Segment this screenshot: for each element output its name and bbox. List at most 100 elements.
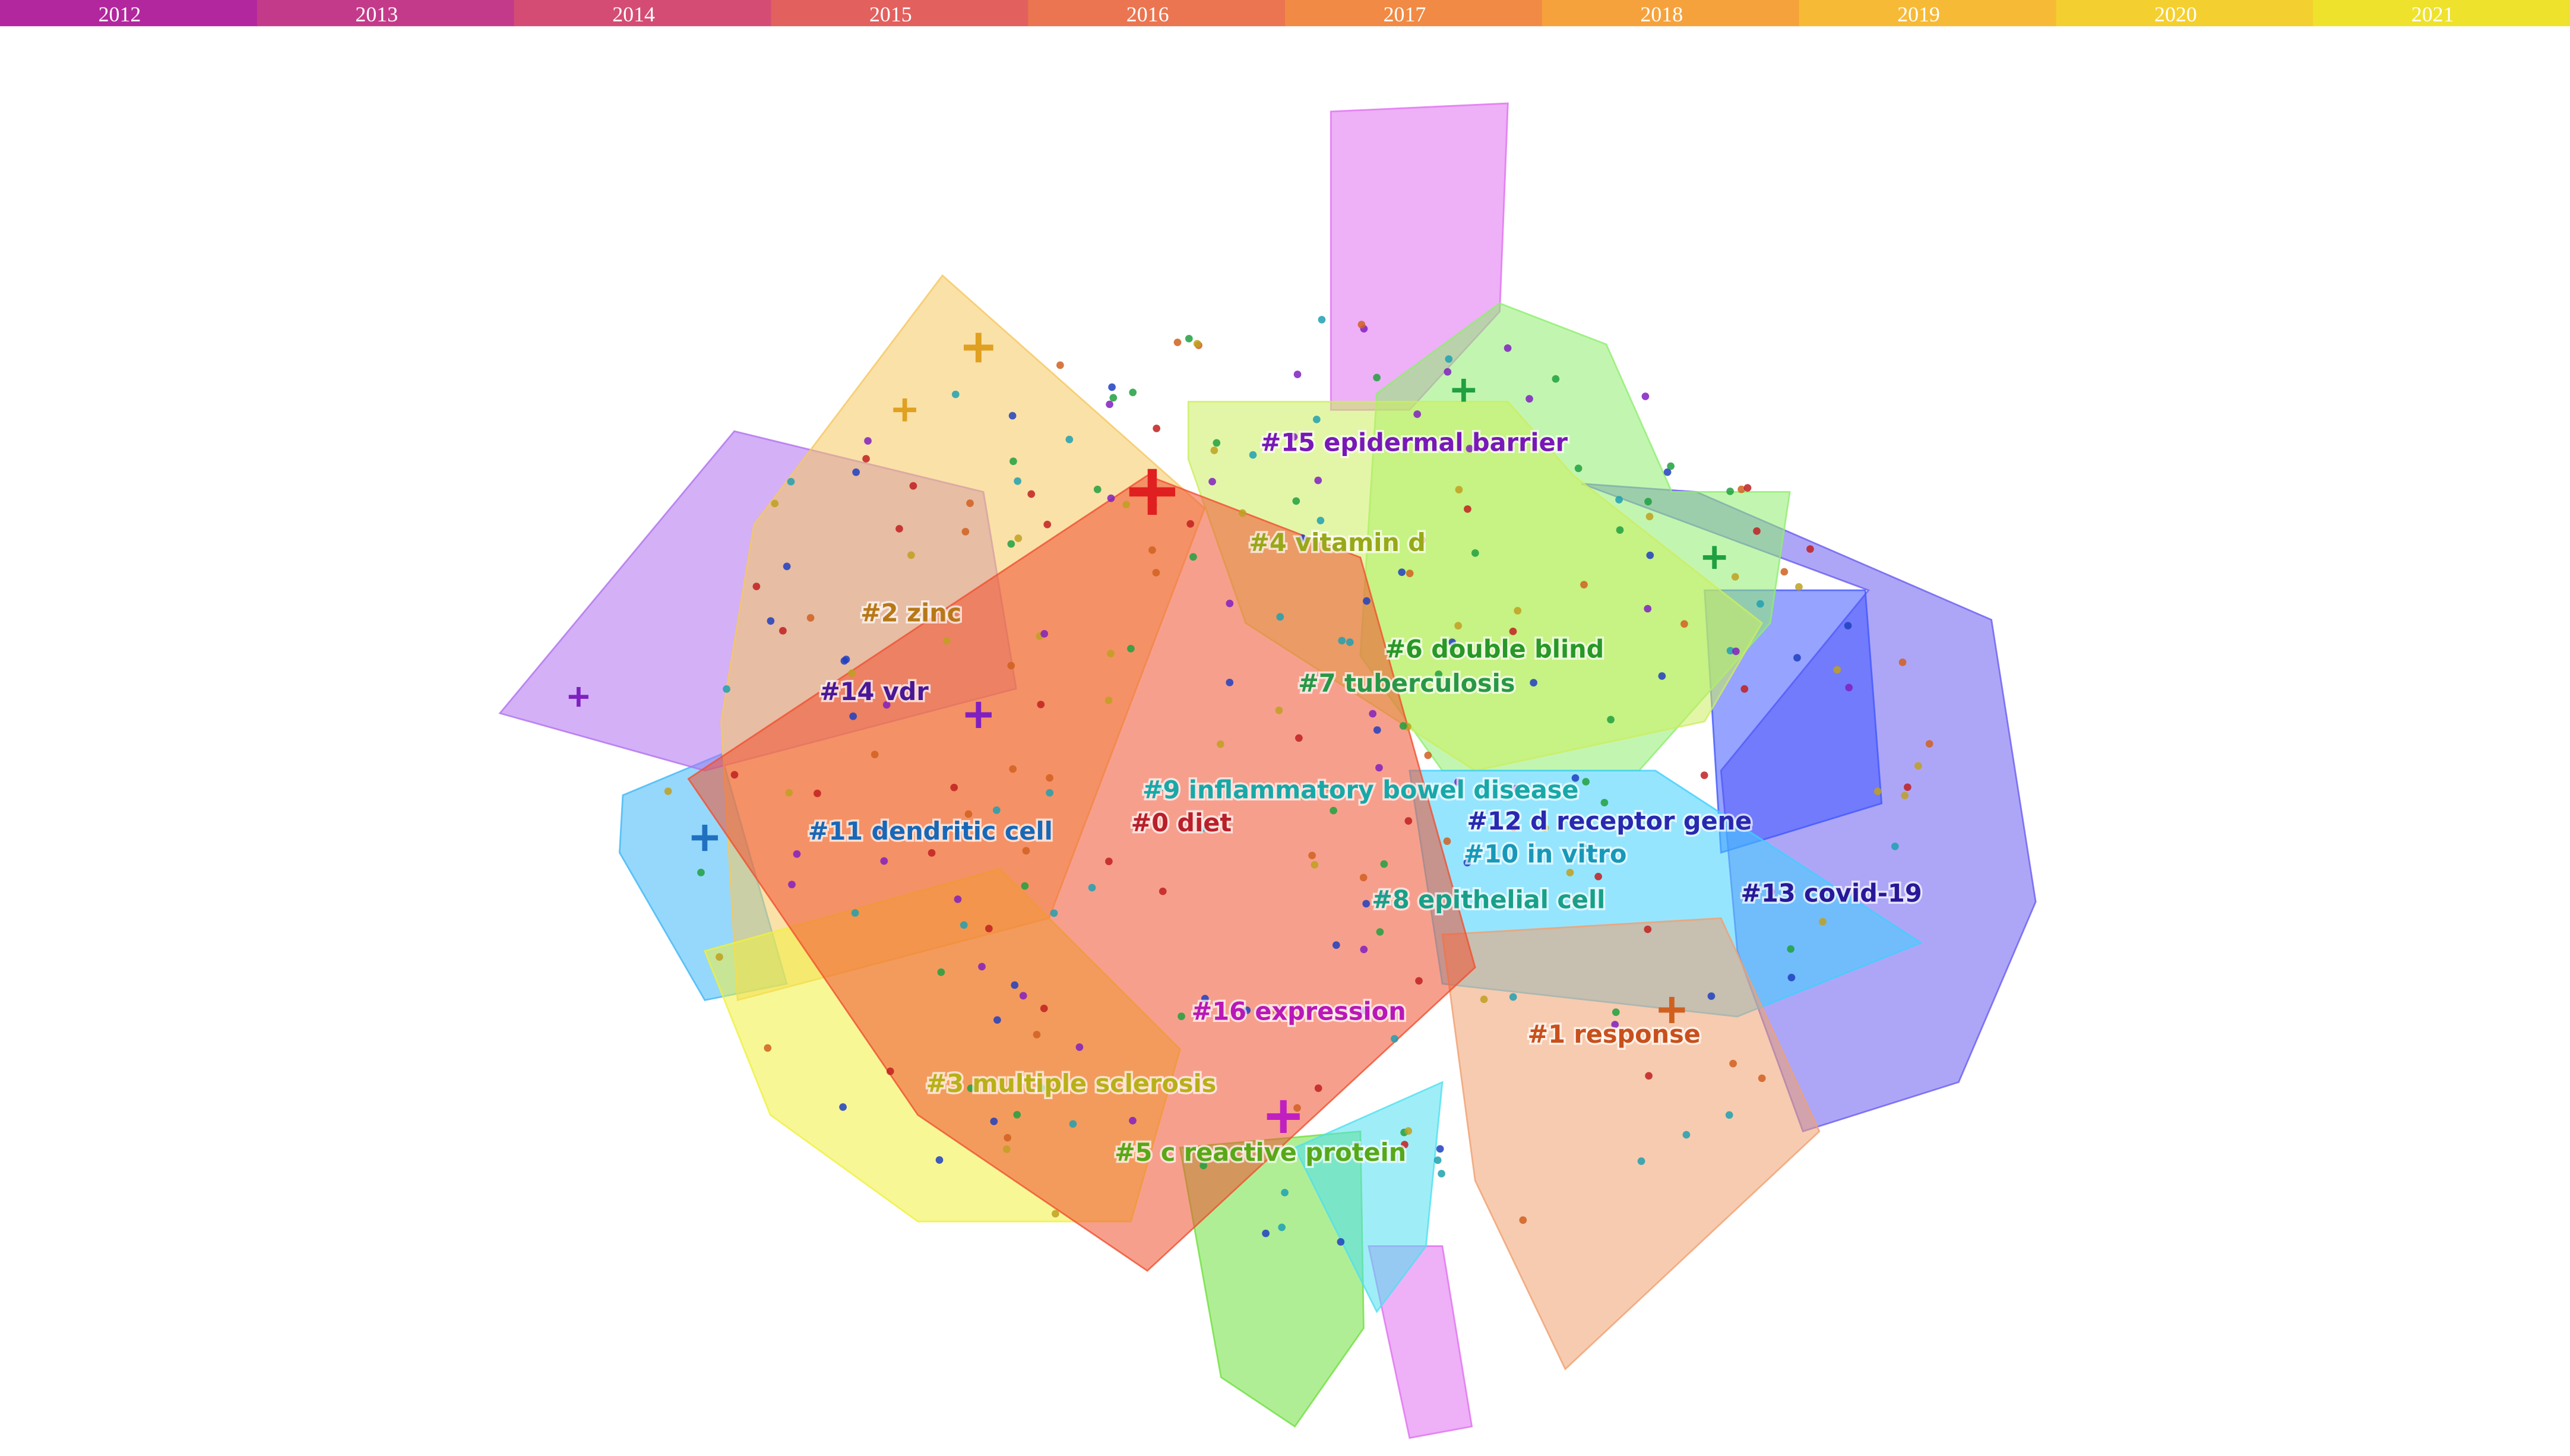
cluster-area xyxy=(1441,917,1821,1370)
node xyxy=(1360,945,1368,954)
node xyxy=(1873,787,1882,796)
node xyxy=(814,789,821,797)
node xyxy=(1373,726,1381,734)
node xyxy=(1093,485,1102,493)
node xyxy=(1104,697,1113,704)
node xyxy=(788,881,796,888)
node xyxy=(1680,620,1688,628)
node xyxy=(787,477,795,486)
node xyxy=(1743,484,1752,492)
timeline-segment xyxy=(1028,0,1286,27)
node xyxy=(1406,569,1414,577)
cluster-label: #6 double blind xyxy=(1385,635,1604,663)
node xyxy=(1512,784,1521,793)
node xyxy=(1514,607,1522,615)
node xyxy=(1731,573,1739,581)
node xyxy=(1109,394,1118,402)
node xyxy=(764,1044,772,1052)
node xyxy=(1037,701,1045,708)
node xyxy=(1471,549,1479,557)
timeline-segment xyxy=(771,0,1029,27)
node xyxy=(1391,1035,1398,1043)
node xyxy=(1201,995,1209,1003)
node xyxy=(1311,860,1319,869)
node xyxy=(716,953,723,961)
node xyxy=(1611,1021,1619,1028)
node xyxy=(1314,476,1322,485)
node xyxy=(1295,734,1303,742)
node xyxy=(1040,630,1049,638)
node xyxy=(1326,784,1334,792)
node xyxy=(1293,1104,1301,1112)
cluster-label: #10 in vitro xyxy=(1464,840,1627,868)
node xyxy=(1454,778,1462,786)
node xyxy=(961,528,970,536)
node xyxy=(1337,1238,1345,1246)
node xyxy=(1108,383,1116,391)
node xyxy=(723,685,730,693)
node xyxy=(1463,859,1471,867)
node xyxy=(1129,1116,1137,1125)
node xyxy=(882,701,891,709)
node xyxy=(1308,852,1316,860)
node xyxy=(942,637,951,645)
node xyxy=(1363,597,1371,605)
node xyxy=(978,963,986,971)
cluster-label: #11 dendritic cell xyxy=(808,817,1053,846)
node-cross xyxy=(1452,378,1476,402)
node xyxy=(1369,710,1377,718)
node xyxy=(1357,321,1366,328)
cluster-label: #9 inflammatory bowel disease xyxy=(1142,776,1579,805)
node xyxy=(1756,600,1764,608)
node xyxy=(1088,884,1096,892)
node xyxy=(1525,395,1533,403)
node xyxy=(779,626,787,635)
node xyxy=(1758,1074,1766,1082)
node xyxy=(1444,368,1452,376)
node xyxy=(1107,650,1115,657)
cluster-label: #13 covid-19 xyxy=(1740,879,1922,908)
node xyxy=(1579,843,1587,852)
node xyxy=(1380,860,1388,868)
node xyxy=(1418,536,1426,544)
node xyxy=(1806,545,1814,553)
node xyxy=(697,869,705,876)
node xyxy=(1316,517,1325,524)
node xyxy=(1107,494,1115,502)
node xyxy=(1445,355,1453,363)
node xyxy=(1582,778,1590,786)
node xyxy=(966,499,974,507)
node xyxy=(785,789,793,797)
node xyxy=(1571,896,1580,904)
node xyxy=(1129,388,1137,397)
node xyxy=(1480,995,1488,1004)
node xyxy=(1454,622,1462,630)
node xyxy=(1312,416,1321,423)
node xyxy=(1466,445,1474,452)
node xyxy=(1448,638,1456,646)
node xyxy=(1362,900,1371,908)
timeline-segment xyxy=(1542,0,1800,27)
node-cross xyxy=(964,333,993,363)
timeline-segment xyxy=(514,0,772,27)
node xyxy=(730,771,739,779)
node xyxy=(1898,659,1907,666)
node xyxy=(1464,505,1471,513)
node xyxy=(1658,672,1666,680)
node xyxy=(967,1084,975,1093)
node xyxy=(1438,1170,1445,1178)
node xyxy=(806,614,815,622)
node xyxy=(1037,1084,1046,1092)
node xyxy=(1700,771,1708,779)
node xyxy=(1519,1216,1527,1224)
node xyxy=(1297,792,1306,800)
node xyxy=(1504,344,1512,352)
node xyxy=(1645,512,1654,521)
node xyxy=(1226,599,1234,607)
node xyxy=(1844,622,1852,630)
cluster-label: #1 response xyxy=(1528,1020,1701,1049)
node xyxy=(848,669,856,678)
node xyxy=(1011,981,1019,989)
cluster-label: #2 zinc xyxy=(860,599,961,628)
node xyxy=(1014,534,1023,542)
